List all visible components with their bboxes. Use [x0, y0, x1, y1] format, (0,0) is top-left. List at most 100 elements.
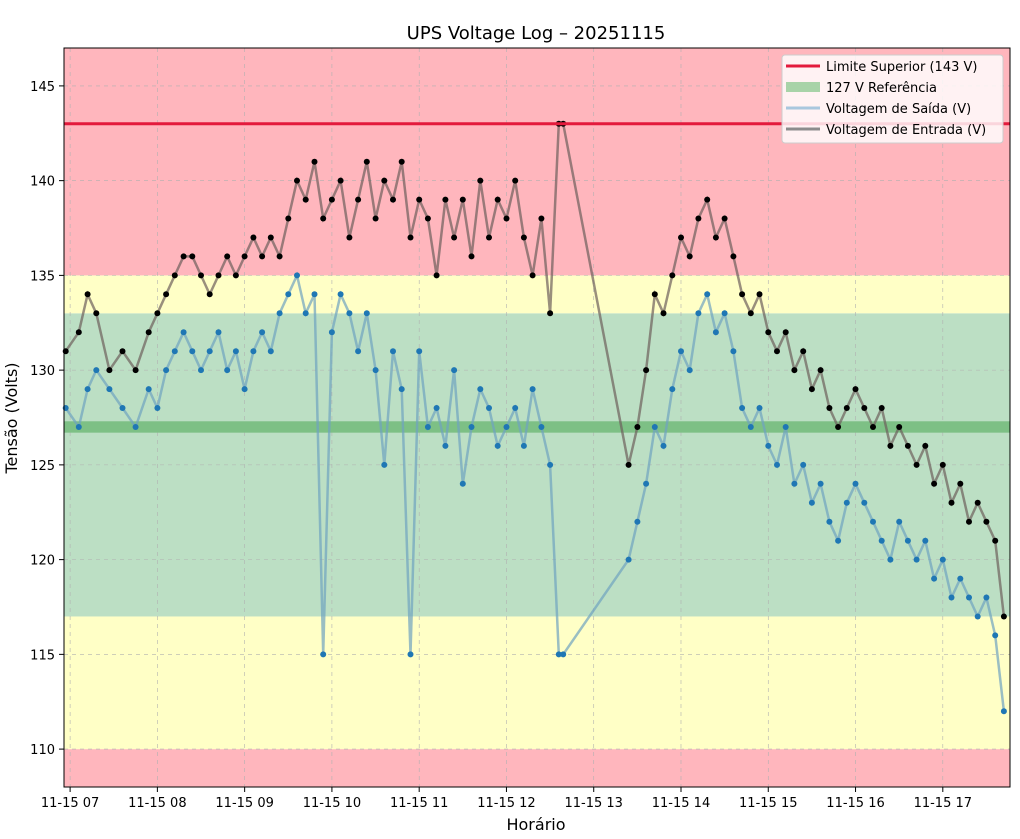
x-tick-label-9: 11-15 16: [826, 796, 884, 811]
series-1-point-63: [686, 367, 693, 374]
series-1-point-28: [328, 329, 335, 336]
x-tick-label-10: 11-15 17: [914, 796, 972, 811]
y-axis-title: Tensão (Volts): [2, 362, 21, 474]
series-0-point-7: [145, 329, 152, 336]
series-0-point-58: [643, 367, 650, 374]
series-0-point-91: [931, 480, 938, 487]
y-tick-label-1: 115: [30, 648, 55, 663]
series-1-point-78: [817, 480, 824, 487]
legend-swatch-reference: [786, 82, 820, 92]
series-1-point-95: [966, 594, 972, 601]
series-0-point-62: [678, 234, 684, 241]
x-tick-label-4: 11-15 11: [390, 796, 448, 811]
series-0-point-86: [887, 442, 894, 449]
series-1-point-50: [520, 442, 527, 449]
series-0-point-20: [259, 253, 266, 260]
series-0-point-67: [721, 215, 728, 222]
series-1-point-16: [224, 367, 231, 374]
series-0-point-34: [381, 177, 388, 184]
series-0-point-81: [843, 405, 850, 411]
series-1-point-45: [477, 386, 484, 393]
series-0-point-9: [163, 291, 170, 298]
series-1-point-97: [983, 594, 990, 601]
series-0-point-78: [817, 367, 824, 374]
x-tick-label-7: 11-15 14: [652, 796, 710, 811]
series-0-point-45: [477, 177, 484, 184]
series-0-point-18: [241, 253, 248, 260]
series-0-point-4: [106, 367, 113, 374]
series-0-point-56: [625, 461, 632, 468]
y-tick-label-3: 125: [30, 459, 55, 474]
y-axis-ticks: 110 115 120 125 130 135 140 145: [30, 80, 64, 758]
series-1-point-49: [512, 405, 519, 411]
series-0-point-42: [451, 234, 458, 241]
series-0-point-37: [407, 234, 414, 241]
series-0-point-17: [232, 272, 239, 279]
series-0-point-12: [189, 253, 196, 260]
series-0-point-69: [739, 291, 746, 298]
series-1-point-80: [835, 537, 842, 544]
plot-frame: [63, 47, 1011, 788]
series-line-1: [64, 271, 1006, 712]
series-0-point-41: [442, 196, 449, 203]
series-0-point-8: [154, 310, 161, 317]
series-1-point-76: [800, 461, 807, 468]
series-0-point-14: [206, 291, 213, 298]
series-0-point-40: [433, 272, 440, 279]
series-1-point-33: [372, 367, 379, 374]
series-1-point-27: [320, 651, 327, 658]
series-1-point-48: [503, 424, 510, 430]
series-0-point-61: [669, 272, 676, 279]
series-0-point-35: [390, 196, 396, 203]
x-tick-label-2: 11-15 09: [215, 796, 273, 811]
series-0-point-75: [791, 367, 798, 374]
series-0-point-98: [992, 537, 999, 544]
series-0-point-23: [285, 215, 292, 222]
y-tick-label-5: 135: [30, 269, 55, 284]
series-1-point-37: [407, 651, 414, 658]
series-0-point-97: [983, 518, 990, 525]
series-1-point-72: [765, 442, 772, 449]
band-3: [64, 275, 1010, 314]
series-0-point-44: [468, 253, 475, 260]
series-1-point-44: [468, 424, 475, 430]
series-1-point-87: [896, 518, 903, 525]
legend-label-upper-limit: Limite Superior (143 V): [826, 60, 977, 75]
series-1-point-86: [887, 556, 894, 563]
series-1-point-79: [826, 518, 833, 525]
series-1-point-11: [180, 329, 187, 336]
series-1-point-8: [154, 405, 161, 411]
x-axis-ticks: 11-15 07 11-15 08 11-15 09 11-15 10 11-15 11…: [41, 787, 972, 811]
series-1-point-20: [259, 329, 266, 336]
series-1-point-85: [878, 537, 885, 544]
series-1-point-31: [355, 348, 362, 355]
series-1-point-69: [739, 405, 746, 411]
series-0-point-73: [774, 348, 780, 355]
y-tick-label-0: 110: [30, 743, 55, 758]
series-0-point-29: [337, 177, 344, 184]
series-1-point-6: [132, 424, 139, 430]
series-0-point-32: [363, 158, 370, 165]
series-0-point-60: [660, 310, 667, 317]
series-1-point-19: [250, 348, 257, 355]
series-1-point-10: [171, 348, 178, 355]
series-0-point-15: [215, 272, 222, 279]
series-0-point-47: [494, 196, 501, 203]
series-0-point-76: [800, 348, 807, 355]
series-0-point-88: [904, 442, 911, 449]
series-1-point-9: [163, 367, 170, 374]
series-1-point-36: [398, 386, 405, 393]
series-0-point-1: [75, 329, 82, 336]
series-0-point-51: [529, 272, 536, 279]
series-1-point-38: [416, 348, 423, 355]
series-1-point-21: [267, 348, 274, 355]
y-tick-label-4: 130: [30, 364, 55, 379]
series-1-point-34: [381, 461, 388, 468]
series-1-point-26: [311, 291, 318, 298]
series-0-point-16: [224, 253, 231, 260]
series-0-point-77: [808, 386, 815, 393]
series-1-point-74: [782, 424, 789, 430]
series-0-point-38: [416, 196, 423, 203]
series-0-point-53: [547, 310, 554, 317]
series-1-point-55: [560, 651, 567, 658]
